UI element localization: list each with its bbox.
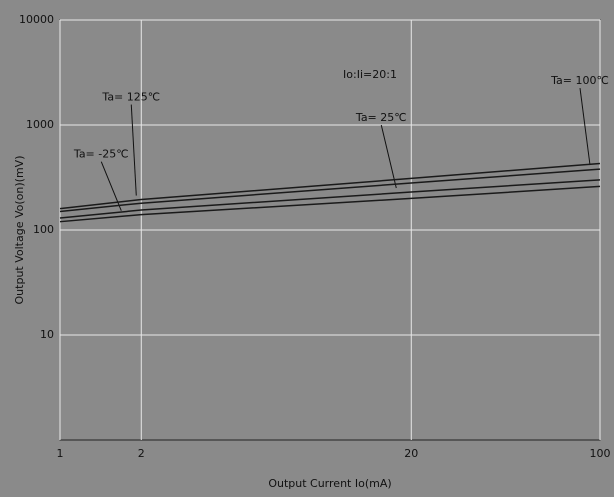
x-tick-label: 2: [138, 447, 145, 460]
series-label: Ta= 100℃: [550, 74, 609, 87]
data-line: [59, 179, 601, 219]
series-label: Ta= -25℃: [73, 148, 129, 161]
y-axis-label: Output Voltage Vo(on)(mV): [13, 156, 26, 305]
x-axis-label: Output Current Io(mA): [268, 477, 391, 490]
label-arrow: [380, 124, 397, 189]
series-label: Ta= 25℃: [355, 111, 407, 124]
x-tick-label: 20: [404, 447, 418, 460]
x-tick-label: 1: [57, 447, 64, 460]
data-line: [59, 162, 601, 210]
annotation: Io:Ii=20:1: [343, 68, 397, 81]
data-line: [59, 168, 601, 213]
y-tick-label: 100: [33, 223, 54, 236]
x-tick-label: 100: [590, 447, 611, 460]
label-arrow: [130, 104, 137, 196]
y-tick-label: 1000: [26, 118, 54, 131]
series-label: Ta= 125℃: [101, 91, 160, 104]
y-tick-label: 10000: [19, 13, 54, 26]
data-line: [59, 185, 601, 223]
y-tick-label: 10: [40, 328, 54, 341]
label-arrow: [579, 88, 591, 166]
